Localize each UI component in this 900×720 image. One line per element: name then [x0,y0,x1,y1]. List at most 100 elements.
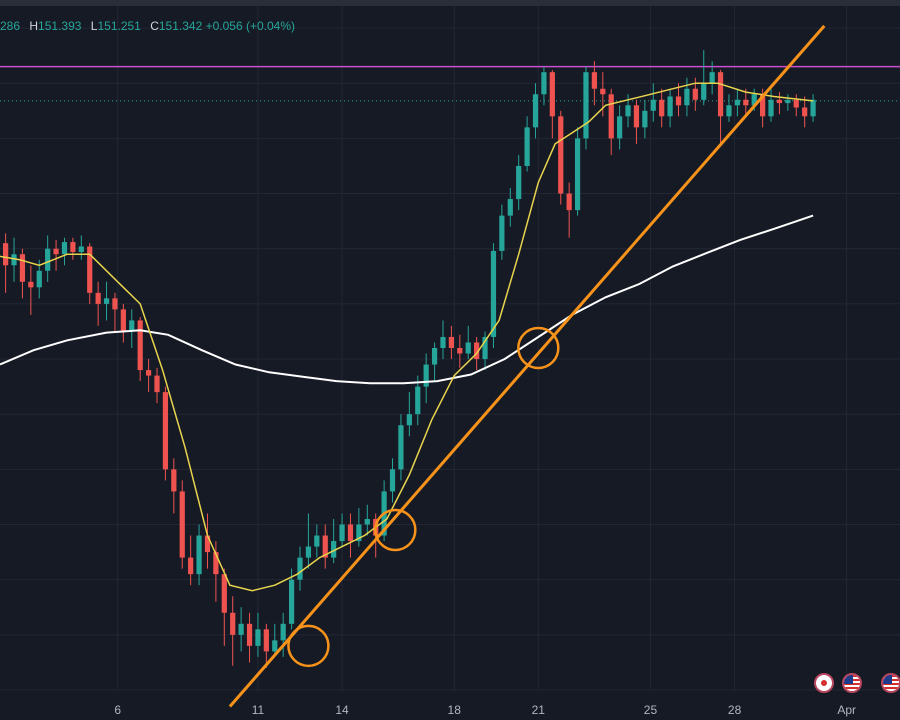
candle-body [701,83,707,100]
candle-body [516,165,522,200]
candle-body [196,535,202,575]
candle-body [45,248,51,271]
candle-body [246,623,253,646]
candle-body [583,72,589,139]
candle-body [19,254,26,282]
candle-body [507,199,513,216]
candle-body [53,248,59,255]
candle-body [802,107,808,117]
candle-body [793,99,799,108]
us-flag-canton [883,675,892,684]
candle-body [440,336,446,348]
candle-body [625,105,631,117]
candle-body [760,94,766,117]
moving-average-fast [0,82,814,592]
close-label: C [150,19,159,33]
candle-body [524,127,530,166]
candle-body [179,491,185,558]
moving-average-slow [0,214,814,385]
candle-body [314,535,320,547]
candle-body [743,99,749,106]
low-value: 151.251 [97,19,141,33]
candle-body [272,640,278,652]
candle-body [11,254,17,266]
trendline-touch-circle [287,624,330,668]
candle-body [465,342,471,354]
candle-body [423,364,429,387]
candle-body [398,425,404,470]
candle-body [591,72,597,89]
candle-body [61,242,68,255]
candle-body [238,623,244,635]
us-flag-icon[interactable] [842,673,862,693]
candle-body [112,298,118,310]
candle-body [549,72,555,117]
candle-body [171,469,177,492]
candle-body [415,386,421,415]
candle-body [322,535,328,558]
japan-flag-dot [821,680,827,686]
candle-body [810,99,816,117]
top-toolbar-strip [0,0,900,6]
candle-body [768,99,774,117]
candle-body [280,623,286,641]
candle-body [188,557,194,575]
x-tick-label: 21 [531,703,545,717]
candle-body [263,629,269,652]
candle-body [297,557,303,580]
candle-body [499,215,505,251]
candle-body [566,193,572,211]
candle-body [776,99,783,104]
x-tick-label: 11 [251,703,265,717]
candle-body [389,469,396,492]
candle-body [490,250,497,337]
candle-body [213,552,219,575]
candle-body [608,94,614,139]
candle-body [3,243,9,266]
candle-body [154,375,160,393]
high-value: 151.393 [38,19,82,33]
open-value: 286 [0,19,21,33]
candle-body [667,96,673,117]
candle-body [675,96,682,106]
candle-body [684,88,690,106]
x-tick-label: 14 [335,703,349,717]
change-percent: (+0.04%) [246,19,296,33]
x-tick-label: 18 [447,703,461,717]
candle-body [288,579,295,624]
candle-body [751,94,757,106]
candle-body [642,110,648,128]
candle-body [692,88,698,100]
japan-flag-icon[interactable] [814,673,834,693]
candle-body [364,519,370,525]
candle-body [36,270,42,288]
ohlc-legend: 286 H151.393 L151.251 C151.342 +0.056 (+… [0,19,295,33]
candle-body [558,116,564,194]
candle-body [717,72,724,117]
candle-body [95,292,101,304]
candle-body [734,99,740,106]
candle-body [532,94,539,128]
x-tick-label: 25 [643,703,658,717]
candle-body [162,392,169,470]
us-flag-canton [844,675,853,684]
candle-body [339,524,345,542]
candle-body [431,348,438,365]
low-label: L [90,19,98,33]
candle-body [448,336,455,348]
candle-body [659,99,665,117]
candle-body [457,348,463,354]
x-tick-label: 6 [114,703,122,717]
candle-body [87,246,93,293]
close-value: 151.342 [158,19,203,33]
candle-body [709,72,715,84]
candle-body [347,524,354,542]
candle-body [633,105,640,128]
candle-body [305,546,312,558]
candle-body [785,99,791,104]
us-flag-icon[interactable] [881,673,900,693]
candle-body [120,309,126,332]
candle-body [103,298,110,304]
candle-body [482,336,488,360]
